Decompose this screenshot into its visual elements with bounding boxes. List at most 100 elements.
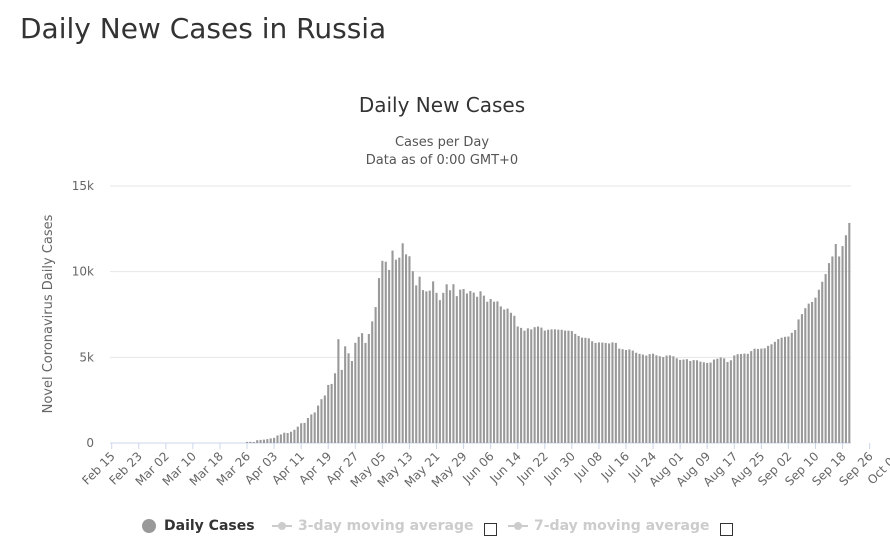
bar[interactable]	[310, 414, 313, 443]
bar[interactable]	[797, 319, 800, 443]
bar[interactable]	[536, 326, 540, 443]
bar[interactable]	[465, 293, 469, 443]
bar[interactable]	[706, 362, 709, 443]
bar[interactable]	[699, 361, 702, 443]
bar[interactable]	[770, 344, 773, 443]
bar[interactable]	[462, 289, 465, 443]
bar[interactable]	[645, 355, 648, 443]
bar[interactable]	[587, 338, 590, 443]
bar[interactable]	[496, 301, 499, 443]
bar[interactable]	[520, 327, 523, 443]
bar[interactable]	[276, 435, 279, 443]
bar[interactable]	[296, 426, 299, 443]
bar[interactable]	[763, 348, 766, 443]
bar[interactable]	[679, 359, 682, 443]
bar[interactable]	[543, 330, 546, 443]
bar[interactable]	[675, 358, 678, 443]
bar[interactable]	[421, 290, 425, 443]
bar[interactable]	[452, 284, 455, 443]
bar[interactable]	[317, 405, 320, 443]
bar[interactable]	[513, 315, 516, 443]
bar[interactable]	[432, 281, 435, 443]
bar[interactable]	[777, 339, 780, 443]
bar[interactable]	[259, 439, 262, 443]
bar[interactable]	[516, 326, 519, 443]
bar[interactable]	[266, 439, 269, 443]
bar[interactable]	[594, 342, 597, 443]
bar[interactable]	[574, 333, 577, 443]
bar[interactable]	[665, 355, 668, 443]
bar[interactable]	[696, 360, 699, 443]
bar[interactable]	[428, 290, 431, 443]
bar[interactable]	[787, 336, 790, 443]
bar[interactable]	[344, 346, 347, 443]
bar[interactable]	[834, 244, 837, 443]
bar[interactable]	[692, 360, 695, 443]
bar[interactable]	[262, 439, 265, 443]
bar[interactable]	[736, 354, 739, 443]
bar[interactable]	[760, 348, 763, 443]
bar[interactable]	[357, 336, 360, 443]
bar[interactable]	[641, 354, 644, 443]
bar[interactable]	[411, 271, 414, 443]
3-day-average-checkbox[interactable]	[484, 523, 497, 536]
bar[interactable]	[597, 342, 600, 443]
bar[interactable]	[354, 342, 357, 443]
bar[interactable]	[723, 358, 726, 443]
bar[interactable]	[482, 295, 485, 443]
bar[interactable]	[273, 437, 276, 443]
bar[interactable]	[442, 292, 445, 443]
bar[interactable]	[330, 383, 333, 443]
bar[interactable]	[621, 349, 624, 443]
bar[interactable]	[794, 330, 797, 443]
bar[interactable]	[289, 431, 293, 443]
bar[interactable]	[306, 418, 309, 443]
bar[interactable]	[394, 259, 397, 443]
bar[interactable]	[333, 373, 337, 443]
bar[interactable]	[388, 269, 391, 443]
bar[interactable]	[672, 356, 675, 443]
bar[interactable]	[767, 345, 770, 443]
bar[interactable]	[540, 327, 543, 443]
bar[interactable]	[381, 260, 384, 443]
bar[interactable]	[570, 331, 573, 443]
bar[interactable]	[367, 334, 370, 443]
bar[interactable]	[547, 329, 550, 443]
bar[interactable]	[604, 342, 607, 443]
bar[interactable]	[844, 235, 847, 443]
bar[interactable]	[668, 355, 672, 443]
bar[interactable]	[469, 291, 472, 443]
bar[interactable]	[831, 256, 834, 443]
legend-daily-cases[interactable]: Daily Cases	[142, 518, 255, 534]
bar[interactable]	[401, 243, 404, 443]
bar[interactable]	[293, 429, 296, 443]
bar[interactable]	[821, 281, 824, 443]
bar[interactable]	[523, 330, 526, 443]
bar[interactable]	[459, 289, 462, 443]
bar[interactable]	[584, 337, 587, 443]
bar[interactable]	[492, 301, 496, 443]
bar[interactable]	[408, 256, 411, 443]
bar[interactable]	[780, 337, 783, 443]
bar[interactable]	[631, 350, 634, 443]
bar[interactable]	[320, 399, 323, 443]
bar[interactable]	[719, 357, 722, 443]
bar[interactable]	[350, 361, 353, 443]
bar[interactable]	[804, 308, 807, 443]
bar[interactable]	[526, 328, 529, 443]
bar[interactable]	[269, 438, 272, 443]
bar[interactable]	[361, 333, 364, 443]
bar[interactable]	[817, 289, 820, 443]
legend-3-day-average[interactable]: 3-day moving average	[272, 518, 474, 534]
bar[interactable]	[391, 250, 394, 443]
bar[interactable]	[814, 297, 817, 443]
bar[interactable]	[591, 341, 594, 443]
bar[interactable]	[601, 342, 604, 443]
bar[interactable]	[445, 284, 448, 443]
bar[interactable]	[611, 342, 614, 443]
bar[interactable]	[340, 369, 343, 443]
bar[interactable]	[509, 312, 512, 443]
bar[interactable]	[418, 276, 421, 443]
bar[interactable]	[685, 359, 688, 443]
bar[interactable]	[790, 332, 793, 443]
